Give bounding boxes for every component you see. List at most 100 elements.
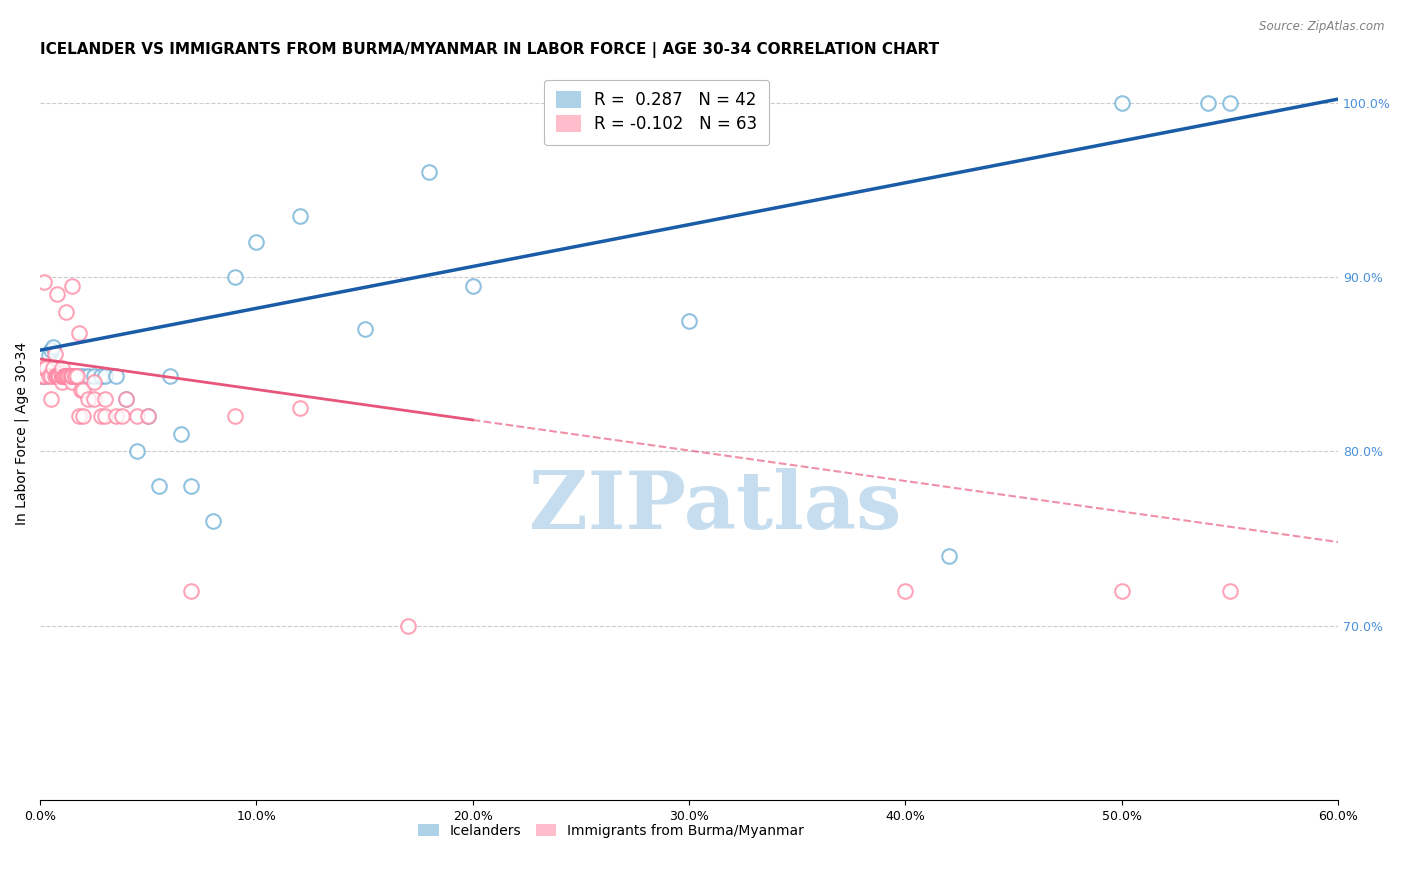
Point: [51, 375, 73, 389]
Point: [59, 369, 82, 384]
Point: [180, 583, 202, 598]
Point: [60, 369, 83, 384]
Point: [48, 369, 70, 384]
Point: [60, 375, 83, 389]
Point: [1197, 95, 1219, 110]
Point: [76, 392, 98, 406]
Point: [1219, 95, 1241, 110]
Point: [89, 409, 111, 424]
Point: [104, 369, 127, 384]
Point: [38, 348, 60, 362]
Point: [461, 278, 484, 293]
Point: [224, 269, 246, 284]
Point: [396, 619, 419, 633]
Point: [60, 278, 83, 293]
Point: [38, 369, 60, 384]
Point: [46, 369, 69, 384]
Point: [55, 369, 77, 384]
Point: [56, 369, 79, 384]
Point: [56, 369, 79, 384]
Point: [39, 369, 62, 384]
Legend: Icelanders, Immigrants from Burma/Myanmar: Icelanders, Immigrants from Burma/Myanma…: [411, 817, 811, 845]
Point: [39, 392, 62, 406]
Point: [180, 479, 202, 493]
Point: [32, 360, 55, 375]
Point: [202, 514, 225, 528]
Point: [46, 369, 69, 384]
Point: [55, 369, 77, 384]
Point: [1219, 583, 1241, 598]
Point: [72, 369, 94, 384]
Point: [35, 360, 58, 375]
Point: [46, 369, 69, 384]
Point: [31, 369, 53, 384]
Point: [83, 375, 105, 389]
Point: [31, 369, 53, 384]
Point: [70, 384, 93, 398]
Point: [66, 369, 89, 384]
Point: [938, 549, 960, 563]
Point: [136, 409, 159, 424]
Point: [72, 384, 94, 398]
Point: [39, 343, 62, 358]
Point: [76, 369, 98, 384]
Point: [35, 369, 58, 384]
Point: [44, 369, 66, 384]
Point: [52, 369, 75, 384]
Point: [60, 369, 83, 384]
Point: [44, 347, 66, 361]
Point: [60, 369, 83, 384]
Point: [52, 369, 75, 384]
Point: [42, 360, 65, 375]
Point: [32, 275, 55, 289]
Point: [224, 409, 246, 424]
Point: [94, 369, 117, 384]
Point: [63, 369, 86, 384]
Point: [48, 369, 70, 384]
Point: [51, 369, 73, 384]
Point: [51, 369, 73, 384]
Point: [89, 369, 111, 384]
Point: [115, 392, 138, 406]
Point: [48, 369, 70, 384]
Point: [51, 366, 73, 380]
Point: [136, 409, 159, 424]
Point: [288, 401, 311, 415]
Point: [60, 369, 83, 384]
Point: [46, 369, 69, 384]
Point: [46, 287, 69, 301]
Point: [83, 369, 105, 384]
Text: Source: ZipAtlas.com: Source: ZipAtlas.com: [1260, 20, 1385, 33]
Point: [127, 409, 149, 424]
Point: [56, 369, 79, 384]
Point: [353, 322, 375, 336]
Point: [115, 392, 138, 406]
Point: [111, 409, 134, 424]
Y-axis label: In Labor Force | Age 30-34: In Labor Force | Age 30-34: [15, 343, 30, 525]
Text: ICELANDER VS IMMIGRANTS FROM BURMA/MYANMAR IN LABOR FORCE | AGE 30-34 CORRELATIO: ICELANDER VS IMMIGRANTS FROM BURMA/MYANM…: [39, 42, 939, 58]
Point: [245, 235, 267, 249]
Point: [67, 369, 90, 384]
Point: [63, 369, 86, 384]
Point: [63, 369, 86, 384]
Point: [169, 426, 191, 441]
Point: [67, 409, 90, 424]
Point: [418, 165, 440, 179]
Point: [127, 444, 149, 458]
Text: ZIPatlas: ZIPatlas: [529, 468, 901, 546]
Point: [51, 360, 73, 375]
Point: [32, 369, 55, 384]
Point: [148, 479, 170, 493]
Point: [56, 369, 79, 384]
Point: [678, 313, 700, 327]
Point: [32, 369, 55, 384]
Point: [51, 369, 73, 384]
Point: [55, 369, 77, 384]
Point: [894, 583, 917, 598]
Point: [67, 326, 90, 340]
Point: [55, 305, 77, 319]
Point: [72, 409, 94, 424]
Point: [94, 409, 117, 424]
Point: [288, 209, 311, 223]
Point: [94, 392, 117, 406]
